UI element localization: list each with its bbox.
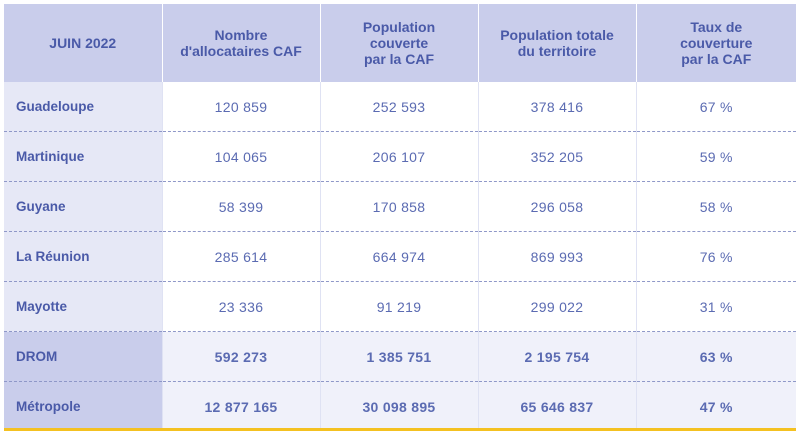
table-body: Guadeloupe 120 859 252 593 378 416 67 % … (4, 82, 796, 431)
header-taux-couverture: Taux de couverture par la CAF (635, 4, 796, 82)
header-row: JUIN 2022 Nombre d'allocataires CAF Popu… (4, 4, 796, 82)
header-period-line-1: JUIN 2022 (49, 35, 117, 51)
table-row-la-reunion: La Réunion 285 614 664 974 869 993 76 % (4, 231, 796, 282)
table-row-guadeloupe: Guadeloupe 120 859 252 593 378 416 67 % (4, 82, 796, 132)
caf-coverage-table: JUIN 2022 Nombre d'allocataires CAF Popu… (4, 4, 796, 431)
row-label: DROM (4, 331, 162, 382)
cell-population-totale: 299 022 (477, 281, 636, 332)
cell-population-couverte: 206 107 (319, 131, 478, 182)
header-population-couverte: Population couverte par la CAF (319, 4, 478, 82)
table-row-martinique: Martinique 104 065 206 107 352 205 59 % (4, 131, 796, 182)
cell-population-totale: 869 993 (477, 231, 636, 282)
cell-taux-couverture: 59 % (635, 131, 796, 182)
cell-allocataires: 23 336 (161, 281, 320, 332)
cell-population-couverte: 91 219 (319, 281, 478, 332)
cell-population-totale: 2 195 754 (477, 331, 636, 382)
cell-population-totale: 352 205 (477, 131, 636, 182)
cell-taux-couverture: 31 % (635, 281, 796, 332)
row-label: Mayotte (4, 281, 162, 332)
cell-population-totale: 378 416 (477, 82, 636, 132)
header-population-couverte-line-1: Population (362, 19, 436, 35)
row-label: Guadeloupe (4, 82, 162, 132)
cell-taux-couverture: 47 % (635, 381, 796, 431)
cell-allocataires: 12 877 165 (161, 381, 320, 431)
table-row-mayotte: Mayotte 23 336 91 219 299 022 31 % (4, 281, 796, 332)
table-row-guyane: Guyane 58 399 170 858 296 058 58 % (4, 181, 796, 232)
header-taux-couverture-line-3: par la CAF (681, 51, 752, 67)
cell-taux-couverture: 67 % (635, 82, 796, 132)
header-population-couverte-line-3: par la CAF (363, 51, 434, 67)
row-label: Martinique (4, 131, 162, 182)
header-population-totale-line-1: Population totale (500, 27, 614, 43)
cell-allocataires: 120 859 (161, 82, 320, 132)
cell-population-totale: 65 646 837 (477, 381, 636, 431)
cell-allocataires: 285 614 (161, 231, 320, 282)
header-period: JUIN 2022 (4, 4, 162, 82)
header-allocataires-line-2: d'allocataires CAF (180, 43, 302, 59)
header-allocataires-line-1: Nombre (214, 27, 268, 43)
cell-taux-couverture: 63 % (635, 331, 796, 382)
header-population-totale-line-2: du territoire (517, 43, 597, 59)
header-taux-couverture-line-2: couverture (680, 35, 753, 51)
table-header: JUIN 2022 Nombre d'allocataires CAF Popu… (4, 4, 796, 82)
row-label: Métropole (4, 381, 162, 431)
header-population-couverte-line-2: couverte (369, 35, 429, 51)
cell-population-couverte: 1 385 751 (319, 331, 478, 382)
table-row-metropole: Métropole 12 877 165 30 098 895 65 646 8… (4, 381, 796, 431)
header-taux-couverture-line-1: Taux de (690, 19, 743, 35)
accent-bottom-bar (4, 428, 796, 431)
cell-taux-couverture: 76 % (635, 231, 796, 282)
cell-population-couverte: 252 593 (319, 82, 478, 132)
header-population-totale: Population totale du territoire (477, 4, 636, 82)
row-label: La Réunion (4, 231, 162, 282)
cell-population-totale: 296 058 (477, 181, 636, 232)
cell-taux-couverture: 58 % (635, 181, 796, 232)
header-allocataires: Nombre d'allocataires CAF (161, 4, 320, 82)
cell-allocataires: 592 273 (161, 331, 320, 382)
cell-allocataires: 104 065 (161, 131, 320, 182)
cell-population-couverte: 170 858 (319, 181, 478, 232)
row-label: Guyane (4, 181, 162, 232)
cell-allocataires: 58 399 (161, 181, 320, 232)
cell-population-couverte: 664 974 (319, 231, 478, 282)
table-row-drom: DROM 592 273 1 385 751 2 195 754 63 % (4, 331, 796, 382)
cell-population-couverte: 30 098 895 (319, 381, 478, 431)
